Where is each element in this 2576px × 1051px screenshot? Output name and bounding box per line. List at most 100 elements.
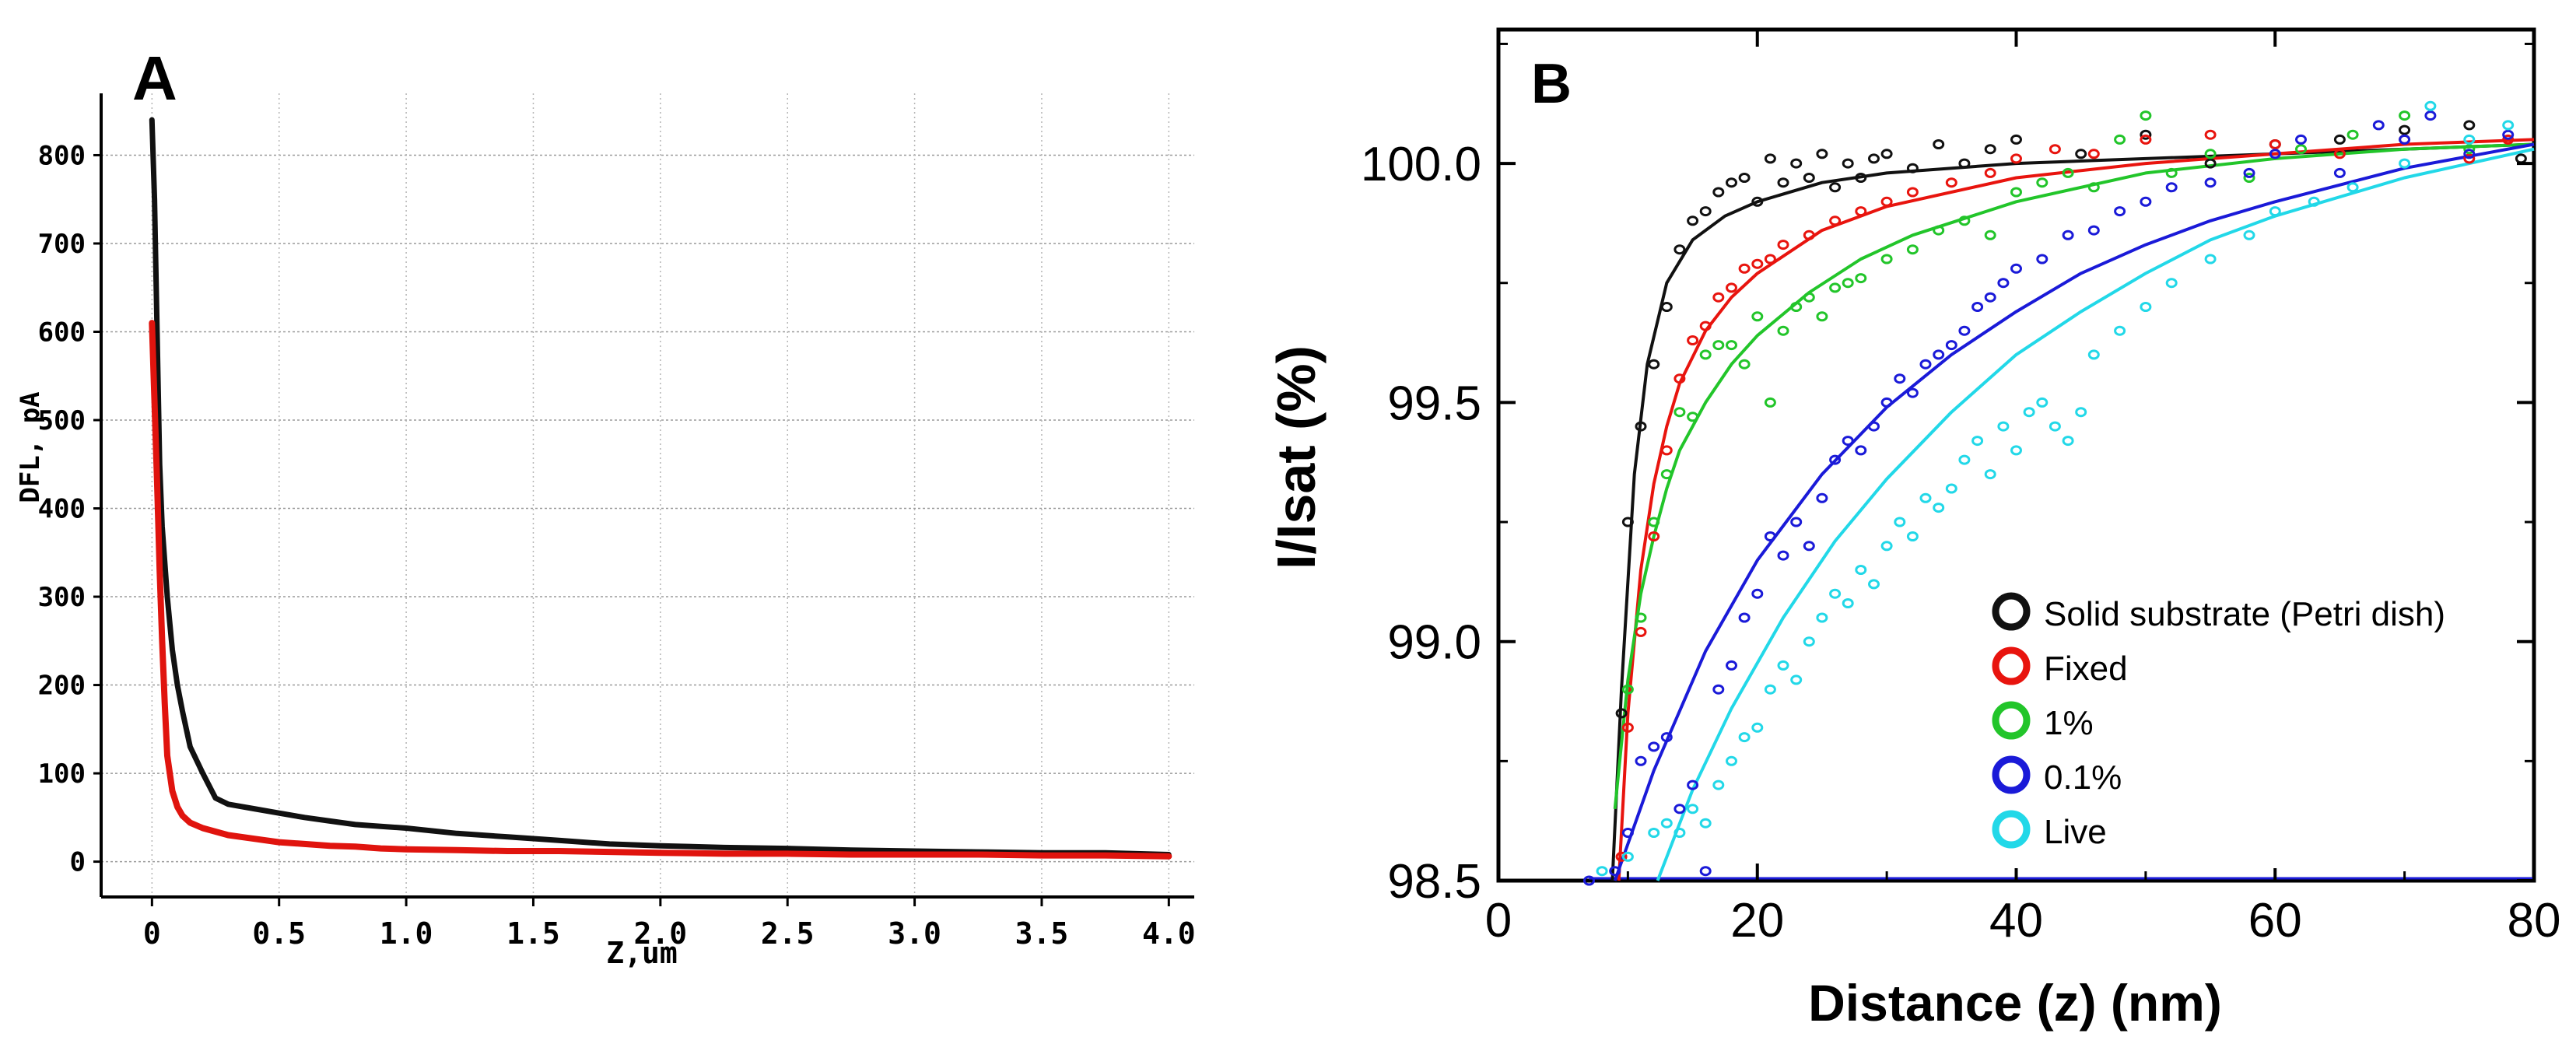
panel-b-point-0 [1687, 215, 1699, 226]
panel-b-point-3 [1583, 875, 1595, 886]
panel-b-point-4 [1596, 866, 1608, 877]
panel-b-point-2 [2463, 144, 2476, 155]
panel-b-point-0 [1790, 158, 1803, 169]
panel-b-point-2 [1621, 684, 1634, 695]
panel-b-point-1 [1621, 722, 1634, 733]
panel-b-point-3 [1868, 421, 1880, 432]
panel-b-point-3 [1829, 454, 1842, 465]
panel-b-chart: B 0 20 40 60 80 98.5 99.0 99.5 100.0 Distance (… [1266, 27, 2560, 1032]
panel-b-point-1 [1674, 373, 1686, 384]
panel-b-point-0 [1751, 196, 1764, 207]
panel-b-legend-marker [1992, 810, 2031, 849]
panel-b-point-3 [2399, 134, 2411, 145]
panel-b-point-3 [1803, 541, 1815, 552]
panel-b-point-4 [2424, 100, 2437, 111]
panel-b-point-0 [1621, 517, 1634, 527]
panel-b-legend-label: Live [2044, 813, 2107, 851]
panel-b-point-4 [1868, 579, 1880, 590]
panel-a-y-axis-label: DFL, pA [15, 391, 46, 503]
panel-a-chart: A 0 0.5 1.0 1.5 2.0 2.5 3.0 3.5 4.0 0 100 200 300 40… [15, 44, 1196, 970]
panel-b-point-0 [1738, 173, 1751, 183]
panel-a-y-tick-label: 100 [38, 758, 86, 790]
panel-b-point-2 [1803, 292, 1815, 303]
panel-b-point-2 [2062, 167, 2074, 178]
panel-b-point-4 [2269, 206, 2281, 217]
panel-a-axes [100, 93, 1194, 899]
panel-b-point-2 [2204, 149, 2217, 159]
panel-b-point-4 [1699, 818, 1712, 829]
panel-a-y-tick-label: 200 [38, 671, 86, 702]
panel-b-point-1 [1945, 177, 1957, 188]
panel-b-point-1 [1803, 229, 1815, 240]
panel-b-point-0 [2333, 134, 2346, 145]
panel-b-point-1 [1615, 851, 1628, 862]
panel-b-point-1 [1687, 335, 1699, 345]
panel-b-point-1 [2140, 134, 2152, 145]
panel-b-point-4 [1971, 436, 1984, 447]
panel-b-point-3 [1984, 292, 1996, 303]
panel-b-point-4 [1880, 541, 1893, 552]
panel-b-point-2 [2399, 110, 2411, 121]
panel-b-point-3 [1894, 373, 1906, 384]
panel-b-point-4 [1764, 684, 1776, 695]
panel-b-point-1 [2010, 153, 2022, 164]
panel-b-point-2 [2087, 182, 2100, 193]
panel-b-point-3 [1906, 387, 1919, 398]
panel-b-point-3 [1958, 325, 1971, 336]
panel-b-point-4 [2010, 445, 2022, 456]
panel-a-x-ticks: 0 0.5 1.0 1.5 2.0 2.5 3.0 3.5 4.0 [143, 897, 1196, 951]
panel-b-point-4 [2087, 349, 2100, 360]
panel-b-point-3 [1648, 741, 1660, 752]
panel-b-point-3 [1609, 866, 1621, 877]
panel-b-y-tick-label: 98.5 [1387, 855, 1481, 909]
panel-b-point-0 [1906, 163, 1919, 173]
panel-b-point-1 [1712, 292, 1725, 303]
panel-b-point-1 [2502, 134, 2515, 145]
panel-a-x-tick-label: 2.5 [761, 916, 815, 951]
panel-b-point-1 [1777, 240, 1789, 250]
panel-b-point-0 [1660, 302, 1673, 312]
panel-b-point-4 [1777, 660, 1789, 671]
panel-b-point-2 [2140, 110, 2152, 121]
panel-b-x-tick-label: 20 [1730, 894, 1784, 948]
panel-b-point-3 [1712, 684, 1725, 695]
panel-a-series-line-red [149, 320, 1172, 860]
panel-b-point-0 [2399, 124, 2411, 135]
panel-b-point-3 [1674, 804, 1686, 815]
panel-b-fit-line-3 [1613, 142, 2535, 881]
panel-b-point-4 [1958, 454, 1971, 465]
panel-b-point-1 [1829, 215, 1842, 226]
panel-b-point-3 [2463, 149, 2476, 159]
panel-b-point-1 [1764, 254, 1776, 265]
panel-b-point-4 [1726, 755, 1737, 766]
panel-b-point-0 [1984, 144, 1996, 155]
panel-b-x-ticks: 0 20 40 60 80 [1485, 30, 2560, 948]
panel-b-point-3 [1997, 278, 2010, 289]
panel-b-point-4 [2023, 407, 2035, 418]
panel-b-point-3 [2010, 263, 2022, 274]
panel-a-y-tick-label: 700 [38, 229, 86, 260]
panel-b-point-2 [1635, 612, 1647, 623]
panel-b-point-2 [1687, 412, 1699, 422]
panel-b-point-4 [1648, 828, 1660, 838]
panel-b-point-2 [1816, 311, 1828, 322]
panel-b-legend-label: 1% [2044, 704, 2094, 742]
panel-a-y-tick-label: 300 [38, 582, 86, 613]
panel-b-point-0 [1829, 182, 1842, 193]
panel-b-point-3 [1635, 755, 1647, 766]
panel-b-point-4 [1945, 483, 1957, 494]
panel-b-point-3 [1687, 779, 1699, 790]
panel-b-point-0 [2463, 120, 2476, 131]
panel-b-point-4 [1738, 732, 1751, 743]
panel-b-point-1 [1984, 167, 1996, 178]
panel-b-point-4 [2114, 325, 2126, 336]
panel-b-point-1 [2269, 139, 2281, 149]
panel-b-point-0 [2075, 149, 2087, 159]
panel-b-point-4 [2165, 278, 2178, 289]
panel-b-point-3 [1726, 660, 1737, 671]
panel-b-point-2 [1984, 229, 1996, 240]
panel-b-point-0 [2010, 134, 2022, 145]
panel-a-x-tick-label: 0 [143, 916, 161, 951]
panel-b-point-1 [2049, 144, 2061, 155]
panel-b-point-2 [1829, 282, 1842, 293]
